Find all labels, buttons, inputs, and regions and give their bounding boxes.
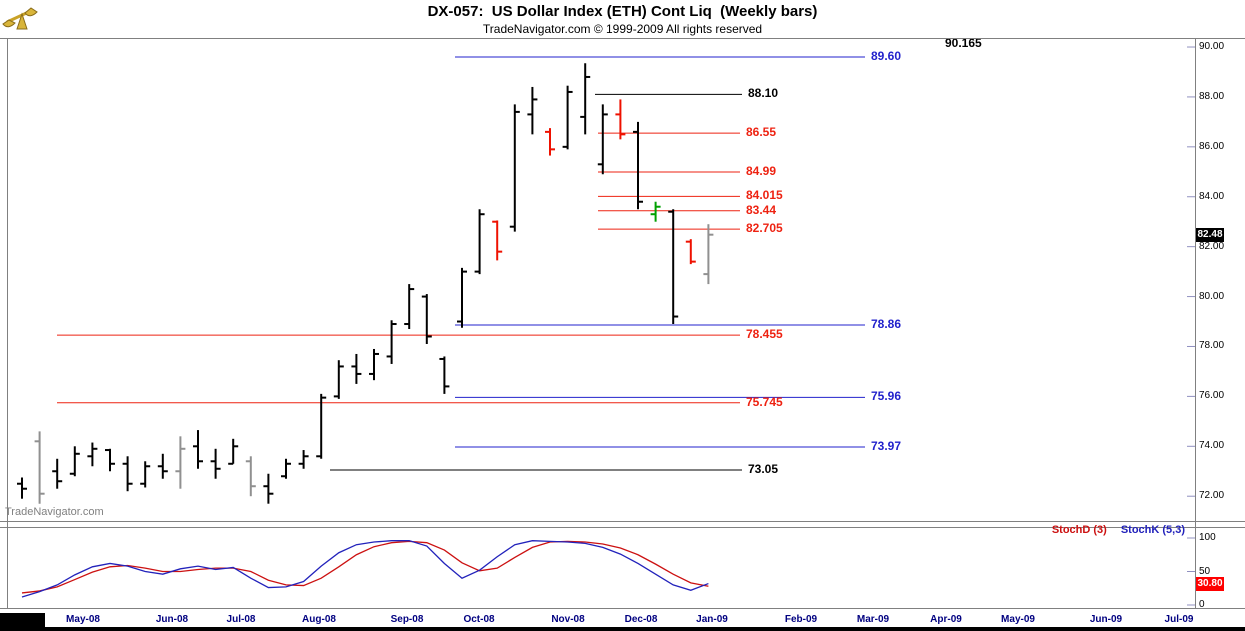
- x-axis-month-label: May-08: [66, 614, 100, 625]
- x-axis-month-label: Oct-08: [463, 614, 495, 625]
- x-axis-month-label: May-09: [1001, 614, 1035, 625]
- price-axis-label: 80.00: [1199, 290, 1225, 302]
- stoch-axis-label: 50: [1199, 565, 1211, 577]
- price-axis-label: 74.00: [1199, 440, 1225, 452]
- x-axis-month-label: Jun-09: [1089, 614, 1123, 625]
- x-axis-month-label: Aug-08: [302, 614, 336, 625]
- price-axis-label: 78.00: [1199, 340, 1225, 352]
- price-level-label: 89.60: [871, 49, 902, 63]
- price-level-label: 82.705: [746, 221, 783, 236]
- x-axis-month-label: Jun-08: [155, 614, 189, 625]
- price-level-label: 83.44: [746, 202, 777, 217]
- price-level-label: 78.455: [746, 327, 783, 342]
- contract-high-label: 90.165: [945, 36, 982, 50]
- stoch-value-badge: 30.80: [1196, 577, 1224, 592]
- price-axis-label: 90.00: [1199, 41, 1225, 53]
- bottom-edge-bar: [0, 627, 1245, 631]
- x-axis-month-label: Dec-08: [624, 614, 658, 625]
- stoch-axis-label: 100: [1199, 532, 1216, 543]
- legend-stochk-label: StochK (5,3): [1120, 524, 1185, 536]
- price-level-label: 73.05: [748, 462, 779, 476]
- x-axis-month-label: Sep-08: [390, 614, 424, 625]
- x-axis-month-label: Apr-09: [930, 614, 962, 625]
- price-axis-label: 86.00: [1199, 140, 1225, 152]
- price-axis-label: 88.00: [1199, 90, 1225, 102]
- ohlc-bars: [17, 63, 714, 504]
- price-level-label: 84.99: [746, 164, 777, 179]
- x-axis-month-label: Jan-09: [696, 614, 728, 625]
- stochastic-lines: [21, 540, 709, 598]
- price-level-label: 75.745: [746, 394, 783, 409]
- price-level-label: 78.86: [871, 317, 902, 332]
- price-axis-label: 76.00: [1199, 390, 1225, 402]
- copyright-notice: TradeNavigator.com © 1999-2009 All right…: [482, 22, 763, 36]
- price-level-label: 88.10: [748, 86, 779, 101]
- support-resistance-lines: [57, 56, 865, 471]
- x-axis-month-label: Feb-09: [784, 614, 818, 625]
- chart-frame: [0, 38, 1245, 609]
- price-axis-label: 82.00: [1199, 240, 1225, 252]
- watermark: TradeNavigator.com: [5, 506, 104, 518]
- price-axis-label: 84.00: [1199, 190, 1225, 202]
- stoch-axis-label: 0: [1199, 599, 1205, 610]
- price-level-label: 84.015: [746, 188, 783, 203]
- price-level-label: 75.96: [871, 389, 902, 404]
- price-axis-label: 72.00: [1199, 490, 1225, 502]
- price-level-label: 73.97: [871, 439, 902, 454]
- stochastic-legend: StochD (3) StochK (5,3): [1020, 524, 1185, 536]
- x-axis-month-label: Jul-08: [226, 614, 256, 625]
- x-axis-month-label: Jul-09: [1164, 614, 1194, 625]
- x-axis-month-label: Mar-09: [856, 614, 890, 625]
- tradenavigator-logo-icon: [2, 7, 38, 30]
- legend-stochd-label: StochD (3): [1051, 524, 1107, 536]
- price-level-label: 86.55: [746, 125, 777, 140]
- chart-title: DX-057: US Dollar Index (ETH) Cont Liq (…: [427, 3, 818, 20]
- bottom-left-block: [0, 613, 45, 631]
- x-axis-month-label: Nov-08: [551, 614, 585, 625]
- last-price-badge: 82.48: [1196, 227, 1224, 242]
